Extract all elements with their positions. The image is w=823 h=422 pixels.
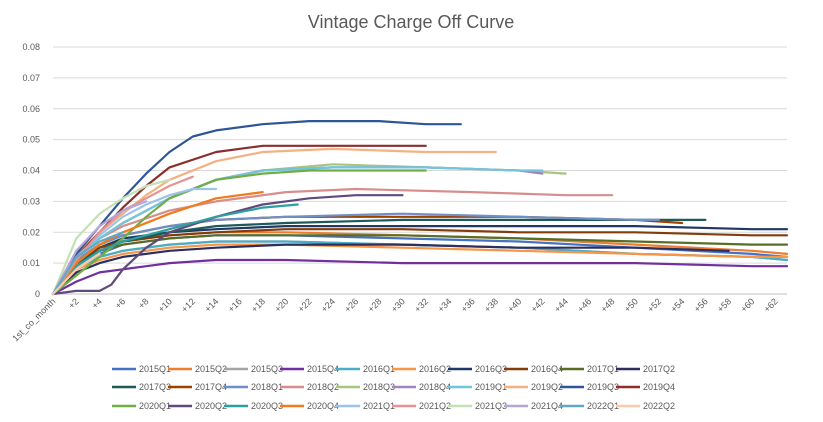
series-line-2022Q2 (51, 252, 101, 296)
x-tick-label: +44 (552, 296, 570, 314)
legend-label: 2019Q3 (587, 382, 619, 392)
x-tick-label: +2 (66, 296, 80, 310)
legend-label: 2021Q1 (363, 401, 395, 411)
legend-label: 2017Q4 (195, 382, 227, 392)
legend-label: 2022Q1 (587, 401, 619, 411)
legend-label: 2018Q1 (251, 382, 283, 392)
series-line-2022Q1 (51, 231, 125, 296)
legend-label: 2017Q2 (643, 364, 675, 374)
x-tick-label: +62 (762, 296, 780, 314)
x-tick-label: +42 (529, 296, 547, 314)
legend-label: 2017Q1 (587, 364, 619, 374)
legend-label: 2016Q3 (475, 364, 507, 374)
series-line-2017Q3 (51, 218, 707, 296)
x-tick-label: +34 (436, 296, 454, 314)
x-tick-label: +10 (156, 296, 174, 314)
x-tick-label: +24 (319, 296, 337, 314)
y-tick-label: 0.07 (22, 73, 40, 83)
legend-label: 2020Q3 (251, 401, 283, 411)
y-tick-label: 0 (35, 289, 40, 299)
legend-label: 2015Q1 (139, 364, 171, 374)
y-tick-label: 0.01 (22, 258, 40, 268)
series-line-2020Q2 (51, 194, 404, 296)
y-tick-label: 0.06 (22, 104, 40, 114)
series-line-2016Q2 (51, 243, 789, 296)
series-line-2015Q4 (51, 258, 789, 296)
x-tick-label: +48 (599, 296, 617, 314)
series-line-2017Q2 (51, 243, 730, 296)
legend-label: 2018Q2 (307, 382, 339, 392)
legend-label: 2021Q4 (531, 401, 563, 411)
x-tick-label: +8 (136, 296, 150, 310)
legend-label: 2015Q4 (307, 364, 339, 374)
legend-label: 2019Q4 (643, 382, 675, 392)
x-tick-label: +54 (669, 296, 687, 314)
legend-label: 2022Q2 (643, 401, 675, 411)
x-tick-label: 1st_co_month (10, 296, 57, 343)
x-tick-label: +6 (113, 296, 127, 310)
legend-label: 2020Q1 (139, 401, 171, 411)
x-tick-label: +20 (273, 296, 291, 314)
x-tick-label: +58 (715, 296, 733, 314)
y-tick-label: 0.03 (22, 196, 40, 206)
legend-label: 2015Q2 (195, 364, 227, 374)
legend-label: 2019Q2 (531, 382, 563, 392)
x-tick-label: +12 (179, 296, 197, 314)
x-tick-label: +38 (482, 296, 500, 314)
legend-label: 2018Q4 (419, 382, 451, 392)
x-tick-label: +28 (366, 296, 384, 314)
series-line-2020Q3 (51, 203, 299, 296)
x-tick-label: +22 (296, 296, 314, 314)
y-tick-label: 0.08 (22, 42, 40, 52)
x-tick-label: +46 (575, 296, 593, 314)
series-line-2016Q4 (51, 228, 789, 296)
series-line-2020Q1 (51, 169, 427, 296)
legend-label: 2015Q3 (251, 364, 283, 374)
x-tick-label: +36 (459, 296, 477, 314)
series-line-2021Q4 (51, 200, 148, 296)
legend-label: 2017Q3 (139, 382, 171, 392)
y-tick-label: 0.02 (22, 227, 40, 237)
series-line-2021Q3 (51, 178, 171, 296)
x-tick-label: +40 (506, 296, 524, 314)
x-tick-label: +50 (622, 296, 640, 314)
legend-label: 2019Q1 (475, 382, 507, 392)
x-tick-label: +26 (342, 296, 360, 314)
x-tick-label: +32 (412, 296, 430, 314)
legend-label: 2016Q4 (531, 364, 563, 374)
x-tick-label: +30 (389, 296, 407, 314)
x-tick-label: +52 (645, 296, 663, 314)
x-tick-label: +60 (739, 296, 757, 314)
y-tick-label: 0.05 (22, 135, 40, 145)
x-tick-label: +14 (203, 296, 221, 314)
legend-label: 2021Q2 (419, 401, 451, 411)
legend-label: 2020Q4 (307, 401, 339, 411)
chart-title: Vintage Charge Off Curve (308, 12, 514, 32)
legend-label: 2016Q2 (419, 364, 451, 374)
y-tick-label: 0.04 (22, 166, 40, 176)
legend-label: 2020Q2 (195, 401, 227, 411)
legend-label: 2021Q3 (475, 401, 507, 411)
x-tick-label: +16 (226, 296, 244, 314)
x-tick-label: +4 (90, 296, 104, 310)
legend-label: 2018Q3 (363, 382, 395, 392)
x-tick-label: +18 (249, 296, 267, 314)
legend-label: 2016Q1 (363, 364, 395, 374)
x-tick-label: +56 (692, 296, 710, 314)
